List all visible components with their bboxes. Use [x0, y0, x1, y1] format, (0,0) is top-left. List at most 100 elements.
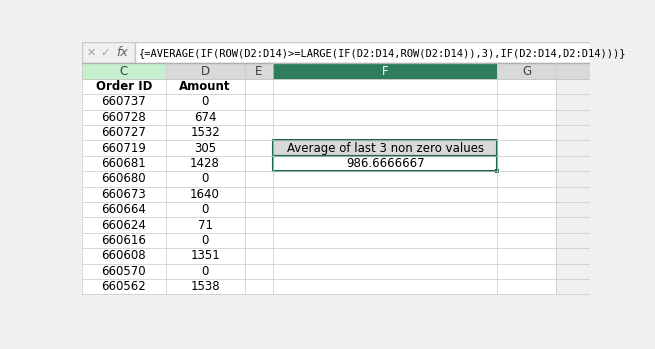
Bar: [82, 156, 166, 171]
Text: F: F: [382, 65, 388, 77]
Bar: [244, 233, 273, 248]
Bar: [166, 171, 244, 187]
Bar: [82, 110, 166, 125]
Bar: [273, 156, 497, 171]
Bar: [244, 110, 273, 125]
Text: 660673: 660673: [102, 188, 146, 201]
Bar: [273, 110, 497, 125]
Bar: [166, 125, 244, 140]
Text: 660608: 660608: [102, 250, 146, 262]
Bar: [166, 263, 244, 279]
Bar: [497, 187, 556, 202]
Bar: [495, 169, 499, 173]
Text: 660562: 660562: [102, 280, 146, 293]
Bar: [497, 263, 556, 279]
Bar: [166, 279, 244, 295]
Bar: [273, 64, 497, 79]
Text: 1640: 1640: [190, 188, 220, 201]
Bar: [82, 263, 166, 279]
Text: Order ID: Order ID: [96, 80, 152, 93]
Bar: [82, 233, 166, 248]
Text: 660680: 660680: [102, 172, 146, 185]
Bar: [273, 156, 497, 171]
Text: 660616: 660616: [102, 234, 146, 247]
Bar: [166, 94, 244, 110]
Bar: [273, 171, 497, 187]
Bar: [82, 42, 134, 64]
Text: 986.6666667: 986.6666667: [346, 157, 424, 170]
Bar: [273, 248, 497, 263]
Bar: [244, 217, 273, 233]
Bar: [497, 125, 556, 140]
Text: 1532: 1532: [190, 126, 220, 139]
Bar: [244, 79, 273, 94]
Text: 660681: 660681: [102, 157, 146, 170]
Text: 660719: 660719: [102, 142, 146, 155]
Text: 660570: 660570: [102, 265, 146, 278]
Text: D: D: [200, 65, 210, 77]
Bar: [166, 233, 244, 248]
Bar: [273, 187, 497, 202]
Bar: [82, 248, 166, 263]
Bar: [244, 187, 273, 202]
Bar: [273, 156, 497, 171]
Bar: [244, 140, 273, 156]
Bar: [244, 171, 273, 187]
Text: Average of last 3 non zero values: Average of last 3 non zero values: [287, 142, 484, 155]
Bar: [497, 202, 556, 217]
Text: fx: fx: [117, 46, 128, 59]
Bar: [82, 171, 166, 187]
Bar: [497, 279, 556, 295]
Bar: [273, 140, 497, 156]
Bar: [82, 217, 166, 233]
Bar: [166, 79, 244, 94]
Text: 674: 674: [194, 111, 216, 124]
Bar: [82, 94, 166, 110]
Text: 0: 0: [202, 234, 209, 247]
Text: C: C: [120, 65, 128, 77]
Text: 1538: 1538: [191, 280, 220, 293]
Bar: [82, 187, 166, 202]
Text: 660728: 660728: [102, 111, 146, 124]
Bar: [166, 140, 244, 156]
Bar: [273, 263, 497, 279]
Bar: [166, 248, 244, 263]
Text: 660737: 660737: [102, 95, 146, 109]
Bar: [273, 202, 497, 217]
Text: G: G: [522, 65, 531, 77]
Bar: [82, 42, 134, 64]
Bar: [497, 140, 556, 156]
Bar: [497, 248, 556, 263]
Bar: [273, 233, 497, 248]
Bar: [497, 94, 556, 110]
Text: 1351: 1351: [190, 250, 220, 262]
Bar: [244, 94, 273, 110]
Text: ✓: ✓: [100, 48, 110, 58]
Bar: [82, 64, 166, 79]
Bar: [166, 217, 244, 233]
Bar: [166, 156, 244, 171]
Text: Amount: Amount: [179, 80, 231, 93]
Text: 71: 71: [198, 218, 213, 232]
Bar: [82, 64, 590, 79]
Bar: [497, 171, 556, 187]
Text: 0: 0: [202, 95, 209, 109]
Bar: [497, 110, 556, 125]
Bar: [273, 140, 497, 156]
Bar: [244, 202, 273, 217]
Bar: [82, 79, 166, 94]
Bar: [244, 263, 273, 279]
Text: 305: 305: [194, 142, 216, 155]
Text: 660727: 660727: [102, 126, 146, 139]
Bar: [166, 187, 244, 202]
Bar: [244, 279, 273, 295]
Bar: [497, 79, 556, 94]
Bar: [497, 156, 556, 171]
Bar: [273, 79, 497, 94]
Bar: [273, 279, 497, 295]
Bar: [273, 125, 497, 140]
Text: 660664: 660664: [102, 203, 146, 216]
Text: {=AVERAGE(IF(ROW(D2:D14)>=LARGE(IF(D2:D14,ROW(D2:D14)),3),IF(D2:D14,D2:D14)))}: {=AVERAGE(IF(ROW(D2:D14)>=LARGE(IF(D2:D1…: [138, 48, 626, 58]
Bar: [497, 233, 556, 248]
Bar: [244, 125, 273, 140]
